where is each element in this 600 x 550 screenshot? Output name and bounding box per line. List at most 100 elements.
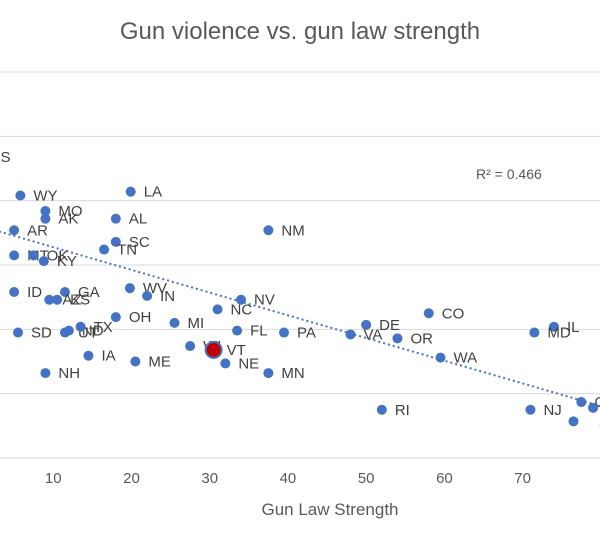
- data-point: [525, 404, 536, 415]
- data-label: LA: [144, 184, 162, 201]
- data-label: SD: [31, 325, 52, 342]
- data-label: AK: [58, 211, 78, 228]
- data-label: SC: [129, 234, 150, 251]
- data-point: [9, 250, 20, 261]
- data-point: [110, 312, 121, 323]
- data-point: [83, 350, 94, 361]
- data-label: ME: [148, 354, 171, 371]
- data-label: WY: [33, 188, 57, 205]
- data-label: NH: [58, 365, 80, 382]
- data-point: [361, 319, 372, 330]
- data-label: CT: [594, 394, 600, 411]
- data-point: [75, 321, 86, 332]
- data-point: [63, 325, 74, 336]
- data-point: [236, 294, 246, 305]
- data-point-highlight: [204, 340, 223, 359]
- data-label: VT: [227, 342, 246, 359]
- data-point: [142, 290, 153, 301]
- data-point: [220, 358, 231, 369]
- data-label: IA: [101, 348, 115, 365]
- data-point: [435, 352, 446, 363]
- data-point: [576, 397, 587, 408]
- data-point: [44, 294, 55, 305]
- data-point: [185, 341, 196, 352]
- data-label: GA: [78, 284, 100, 301]
- data-label: AL: [129, 211, 147, 228]
- data-point: [99, 244, 110, 255]
- data-label: OK: [47, 247, 69, 264]
- data-point: [263, 368, 274, 379]
- data-label: DE: [379, 317, 400, 334]
- x-tick-label: 70: [514, 470, 531, 487]
- x-tick-label: 10: [45, 470, 62, 487]
- data-label: OH: [129, 309, 152, 326]
- data-point: [38, 256, 49, 267]
- x-axis-title: Gun Law Strength: [261, 500, 399, 519]
- data-label: VA: [364, 326, 383, 343]
- data-label: RI: [395, 402, 410, 419]
- data-point: [9, 287, 20, 298]
- data-point: [59, 287, 70, 298]
- data-label: TX: [94, 319, 113, 336]
- data-point: [279, 327, 290, 338]
- data-point: [9, 225, 20, 236]
- data-point: [40, 368, 51, 379]
- data-label: NM: [281, 222, 304, 239]
- data-label: WA: [454, 350, 478, 367]
- data-label: KS: [70, 292, 90, 309]
- data-label: NE: [238, 355, 259, 372]
- data-label: NV: [254, 292, 275, 309]
- data-point: [110, 213, 121, 224]
- data-point: [28, 250, 39, 261]
- x-tick-label: 30: [201, 470, 218, 487]
- x-tick-label: 40: [280, 470, 297, 487]
- data-label: MN: [281, 365, 304, 382]
- data-label: AZ: [62, 292, 81, 309]
- trendline: [0, 230, 600, 407]
- data-label: NC: [231, 301, 253, 318]
- data-point: [13, 327, 24, 338]
- data-label: IL: [567, 319, 580, 336]
- data-point: [263, 225, 274, 236]
- data-label: MS: [0, 149, 11, 166]
- data-label: FL: [250, 323, 268, 340]
- data-label: MO: [58, 203, 82, 220]
- x-tick-label: 20: [123, 470, 140, 487]
- data-point: [392, 333, 403, 344]
- data-label: ND: [82, 323, 104, 340]
- data-point: [130, 356, 141, 367]
- data-point: [568, 416, 579, 427]
- data-label: IN: [160, 288, 175, 305]
- data-label: KY: [57, 253, 77, 270]
- data-label: ID: [27, 284, 42, 301]
- data-label: PA: [297, 325, 316, 342]
- x-tick-label: 60: [436, 470, 453, 487]
- data-point: [52, 294, 63, 305]
- data-point: [125, 186, 136, 197]
- data-point: [529, 327, 540, 338]
- data-point: [588, 402, 599, 413]
- data-point: [40, 205, 51, 216]
- data-point: [345, 329, 356, 340]
- data-label: NJ: [543, 402, 561, 419]
- data-label: OR: [410, 330, 433, 347]
- data-point: [232, 325, 243, 336]
- data-label: TN: [117, 242, 137, 259]
- data-point: [169, 317, 180, 328]
- r-squared-label: R² = 0.466: [476, 166, 542, 182]
- data-point: [548, 321, 559, 332]
- data-point: [423, 308, 434, 319]
- data-label: CO: [442, 305, 465, 322]
- chart-title: Gun violence vs. gun law strength: [119, 18, 481, 45]
- data-point: [110, 236, 121, 247]
- data-label: MI: [188, 315, 205, 332]
- data-label: AR: [27, 222, 48, 239]
- data-point: [124, 283, 135, 294]
- data-point: [376, 404, 387, 415]
- data-point: [15, 190, 26, 201]
- data-point: [40, 213, 51, 224]
- x-tick-label: 50: [358, 470, 375, 487]
- data-point: [212, 304, 223, 315]
- data-label: MD: [547, 325, 570, 342]
